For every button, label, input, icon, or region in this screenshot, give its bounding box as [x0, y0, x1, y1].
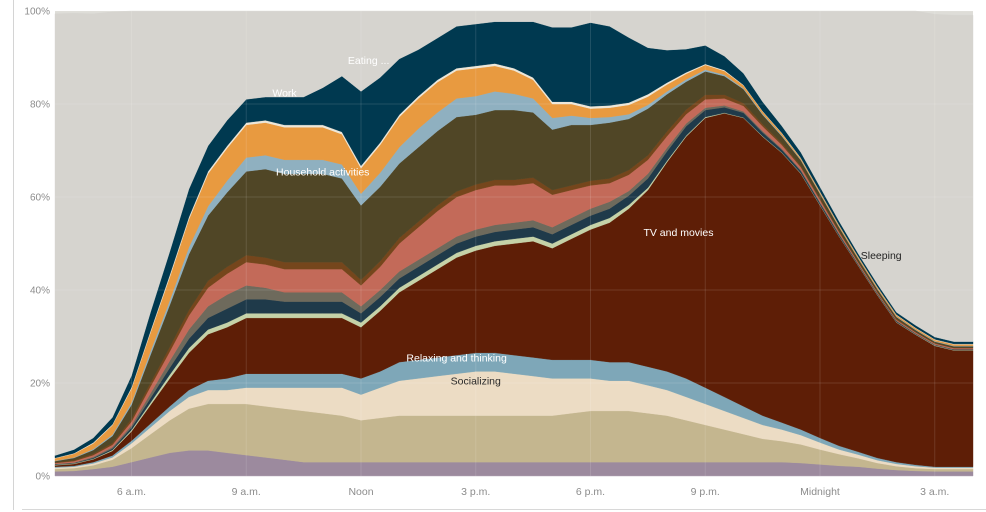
x-tick-label: 3 p.m.: [461, 486, 490, 498]
chart-frame: [13, 0, 986, 510]
area-series: [54, 10, 974, 477]
x-tick-label: Noon: [348, 486, 373, 498]
x-tick-label: 6 a.m.: [117, 486, 146, 498]
y-tick-label: 100%: [24, 7, 50, 18]
x-tick-label: 3 a.m.: [920, 486, 949, 498]
area-sleeping: [54, 10, 974, 456]
series-label-sleeping: Sleeping: [861, 250, 902, 262]
y-tick-label: 60%: [30, 193, 50, 204]
y-tick-label: 20%: [30, 379, 50, 390]
x-tick-label: 6 p.m.: [576, 486, 605, 498]
series-labels: Socializing Relaxing and thinking TV and m…: [272, 55, 901, 388]
x-tick-label: 9 p.m.: [691, 486, 720, 498]
x-tick-label: Midnight: [800, 486, 840, 498]
y-axis: 0% 20% 40% 60% 80% 100%: [24, 7, 50, 483]
y-tick-label: 40%: [30, 286, 50, 297]
x-tick-label: 9 a.m.: [232, 486, 261, 498]
series-label-relaxing-and-thinking: Relaxing and thinking: [406, 352, 507, 364]
bottom-rule: [22, 509, 986, 510]
series-label-eating: Eating ...: [348, 55, 389, 67]
series-label-household-activities: Household activities: [276, 166, 369, 178]
x-axis: 6 a.m. 9 a.m. Noon 3 p.m. 6 p.m. 9 p.m. Midnig…: [117, 486, 949, 498]
series-label-socializing: Socializing: [451, 376, 501, 388]
series-label-tv-and-movies: TV and movies: [643, 227, 713, 239]
y-tick-label: 0%: [36, 472, 51, 483]
series-label-work: Work: [272, 87, 297, 99]
y-tick-label: 80%: [30, 100, 50, 111]
grid-overlay: [55, 10, 973, 477]
